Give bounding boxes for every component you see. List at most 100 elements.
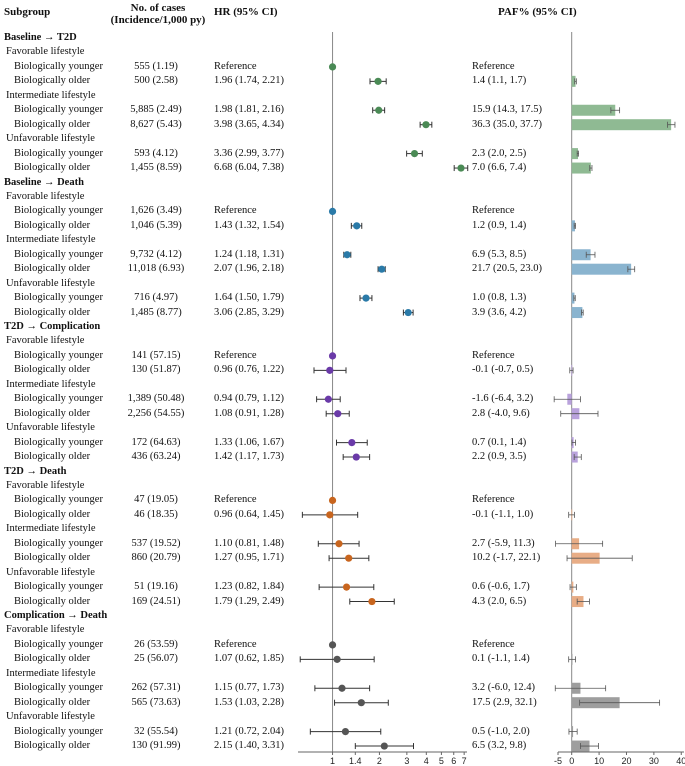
hr-tick-label: 5	[439, 756, 444, 766]
group-label: Unfavorable lifestyle	[6, 422, 95, 434]
row-hr-text: 1.79 (1.29, 2.49)	[214, 595, 284, 607]
row-cases: 51 (19.16)	[134, 581, 178, 593]
row-label: Biologically older	[14, 364, 91, 376]
hr-point	[328, 352, 337, 360]
row-paf-text: 7.0 (6.6, 7.4)	[472, 162, 527, 174]
header-subgroup: Subgroup	[4, 6, 51, 18]
row-cases: 130 (91.99)	[131, 740, 181, 752]
hr-point	[422, 121, 430, 129]
paf-tick-label: 20	[621, 756, 631, 766]
hr-point	[357, 699, 365, 707]
row-paf-text: Reference	[472, 60, 515, 72]
row-label: Biologically older	[14, 653, 91, 665]
hr-point	[328, 63, 337, 71]
header-cases-line2: (Incidence/1,000 py)	[110, 14, 206, 26]
section-title: Baseline → Death	[4, 176, 84, 188]
paf-bar	[571, 581, 574, 593]
row-label: Biologically younger	[14, 638, 103, 650]
group-label: Intermediate lifestyle	[6, 234, 96, 246]
row-cases: 537 (19.52)	[131, 537, 181, 549]
row-hr-text: 1.08 (0.91, 1.28)	[214, 407, 284, 419]
paf-bar	[571, 408, 580, 420]
row-hr-text: 1.43 (1.32, 1.54)	[214, 219, 284, 231]
hr-point	[368, 597, 376, 606]
paf-bar	[571, 292, 575, 304]
paf-bar	[571, 119, 672, 131]
group-label: Favorable lifestyle	[6, 624, 85, 636]
row-paf-text: 10.2 (-1.7, 22.1)	[472, 552, 541, 564]
hr-point	[352, 453, 360, 461]
row-cases: 141 (57.15)	[131, 349, 181, 361]
row-hr-text: 3.36 (2.99, 3.77)	[214, 147, 284, 159]
row-label: Biologically older	[14, 75, 91, 87]
row-label: Biologically younger	[14, 60, 103, 72]
paf-bar	[571, 263, 632, 275]
row-cases: 169 (24.51)	[131, 595, 181, 607]
row-paf-text: 4.3 (2.0, 6.5)	[472, 595, 527, 607]
row-label: Biologically older	[14, 306, 91, 318]
row-hr-text: 3.98 (3.65, 4.34)	[214, 118, 284, 130]
hr-point	[375, 106, 383, 114]
row-hr-text: 0.96 (0.76, 1.22)	[214, 364, 284, 376]
row-hr-text: 0.96 (0.64, 1.45)	[214, 508, 284, 520]
paf-bar	[571, 538, 580, 550]
row-cases: 565 (73.63)	[131, 696, 181, 708]
paf-bar	[571, 162, 591, 174]
hr-point	[341, 728, 350, 736]
hr-point	[328, 207, 337, 215]
hr-point	[348, 439, 356, 447]
group-label: Unfavorable lifestyle	[6, 711, 95, 723]
row-cases: 25 (56.07)	[134, 653, 178, 665]
row-label: Biologically younger	[14, 248, 103, 260]
paf-bar	[571, 437, 574, 449]
paf-bar	[567, 393, 572, 405]
row-cases: 2,256 (54.55)	[127, 407, 185, 419]
hr-tick-label: 1	[330, 756, 335, 766]
row-cases: 262 (57.31)	[131, 682, 181, 694]
row-paf-text: 36.3 (35.0, 37.7)	[472, 118, 542, 130]
group-label: Intermediate lifestyle	[6, 378, 96, 390]
row-cases: 1,046 (5.39)	[130, 219, 182, 231]
row-label: Biologically older	[14, 595, 91, 607]
row-hr-text: Reference	[214, 60, 257, 72]
group-label: Favorable lifestyle	[6, 190, 85, 202]
group-label: Favorable lifestyle	[6, 335, 85, 347]
row-paf-text: 6.5 (3.2, 9.8)	[472, 740, 527, 752]
row-label: Biologically younger	[14, 494, 103, 506]
paf-tick-label: 30	[649, 756, 659, 766]
section-title: T2D → Death	[4, 465, 67, 477]
group-label: Intermediate lifestyle	[6, 89, 96, 101]
row-label: Biologically older	[14, 696, 91, 708]
row-cases: 8,627 (5.43)	[130, 118, 182, 130]
row-paf-text: Reference	[472, 638, 515, 650]
row-paf-text: 2.8 (-4.0, 9.6)	[472, 407, 530, 419]
paf-tick-label: 10	[594, 756, 604, 766]
paf-bar	[571, 451, 578, 463]
row-paf-text: Reference	[472, 494, 515, 506]
hr-point	[378, 265, 386, 273]
row-paf-text: -1.6 (-6.4, 3.2)	[472, 393, 534, 405]
paf-bar	[571, 104, 616, 116]
header-cases: No. of cases (Incidence/1,000 py)	[108, 2, 208, 26]
row-paf-text: 0.7 (0.1, 1.4)	[472, 436, 527, 448]
header-hr: HR (95% CI)	[214, 6, 278, 18]
row-paf-text: 1.4 (1.1, 1.7)	[472, 75, 527, 87]
paf-tick-label: -5	[554, 756, 562, 766]
hr-point	[342, 583, 351, 591]
group-label: Favorable lifestyle	[6, 479, 85, 491]
row-label: Biologically younger	[14, 682, 103, 694]
paf-bar	[571, 148, 578, 160]
row-label: Biologically younger	[14, 581, 103, 593]
row-paf-text: 21.7 (20.5, 23.0)	[472, 263, 542, 275]
row-paf-text: 1.2 (0.9, 1.4)	[472, 219, 527, 231]
paf-bar	[571, 509, 573, 521]
row-hr-text: Reference	[214, 638, 257, 650]
row-label: Biologically older	[14, 162, 91, 174]
row-hr-text: 1.53 (1.03, 2.28)	[214, 696, 284, 708]
header-paf: PAF% (95% CI)	[498, 6, 577, 18]
row-cases: 11,018 (6.93)	[127, 263, 185, 275]
row-hr-text: 6.68 (6.04, 7.38)	[214, 162, 284, 174]
hr-point	[353, 222, 361, 230]
row-cases: 1,389 (50.48)	[127, 393, 185, 405]
